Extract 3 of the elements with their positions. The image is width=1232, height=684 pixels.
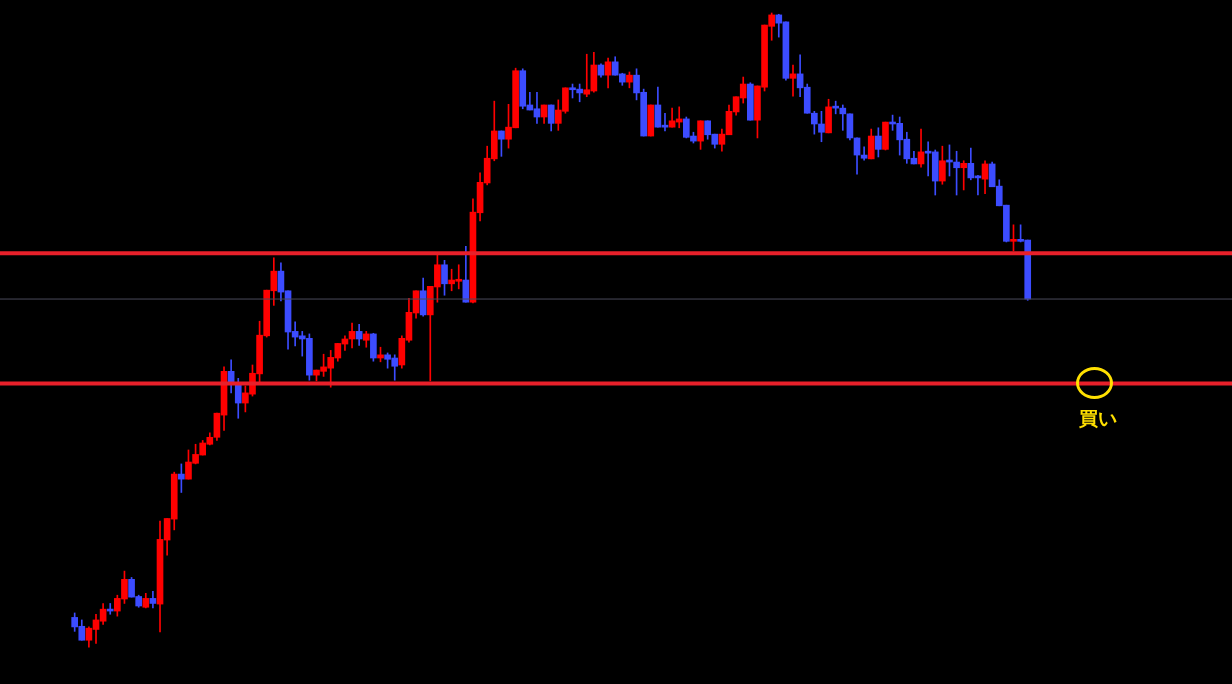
candlestick — [960, 160, 968, 191]
candlestick — [839, 104, 847, 131]
annotation: 買い — [1078, 407, 1117, 430]
